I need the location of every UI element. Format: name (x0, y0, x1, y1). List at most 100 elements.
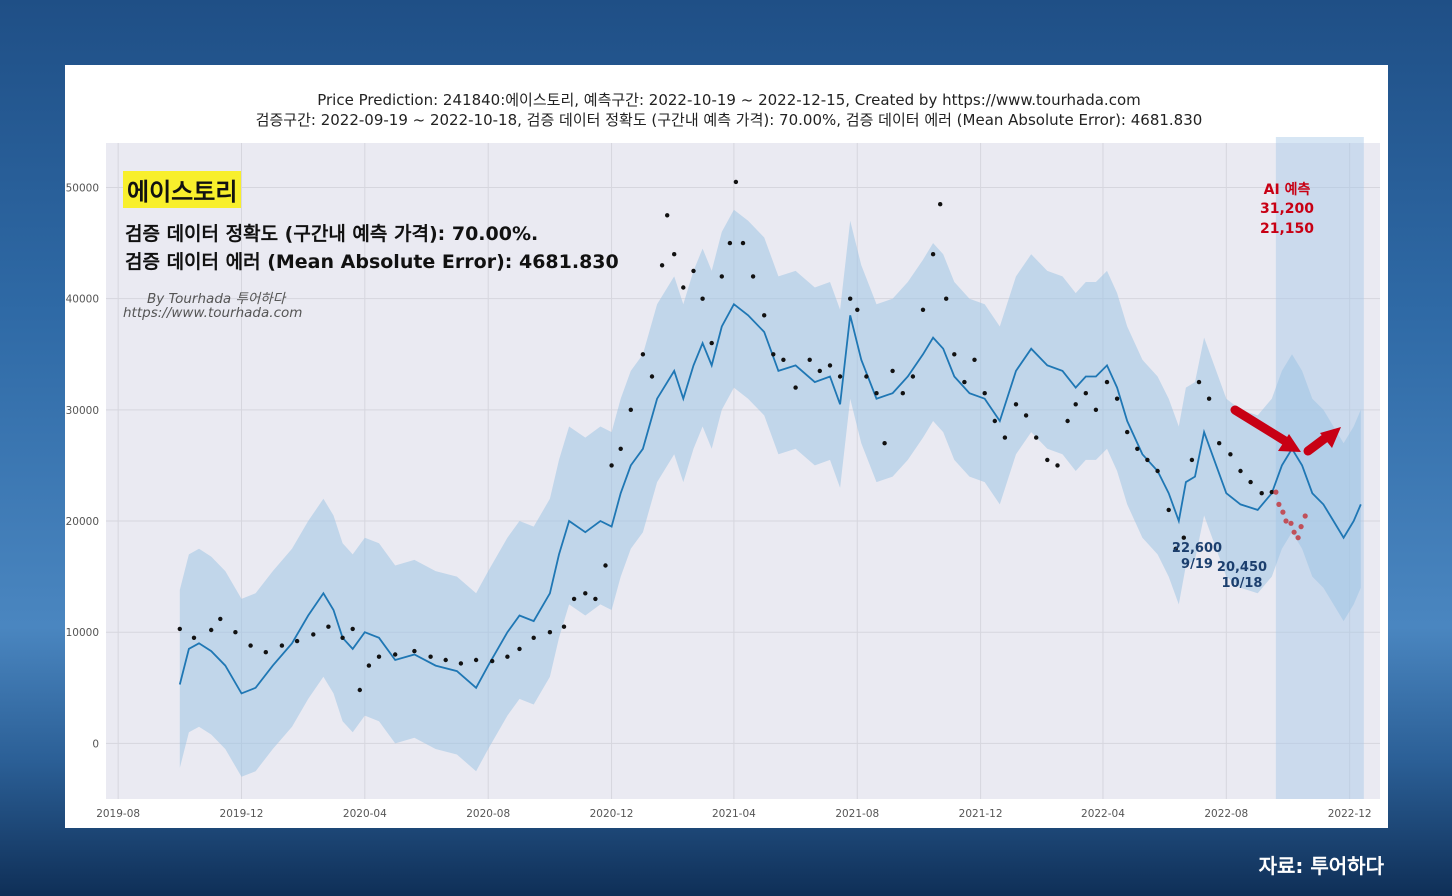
actual-price-point (1228, 452, 1233, 457)
accuracy-label: 검증 데이터 정확도 (구간내 예측 가격): 70.00%. (125, 223, 539, 245)
x-tick-label: 2019-08 (96, 808, 140, 820)
actual-price-point (972, 357, 977, 362)
actual-price-point (740, 240, 746, 246)
actual-price-point (750, 274, 756, 279)
actual-price-point (177, 626, 182, 632)
actual-price-point (900, 391, 905, 396)
validation-price-point (1276, 501, 1282, 507)
y-tick-label: 40000 (66, 294, 99, 306)
actual-price-point (1034, 435, 1039, 440)
actual-price-point (357, 687, 362, 693)
actual-price-point (593, 596, 598, 602)
actual-price-point (218, 616, 223, 622)
actual-price-point (1065, 418, 1070, 424)
actual-price-point (248, 643, 253, 648)
forecast-chart: Price Prediction: 241840:에이스토리, 예측구간: 20… (66, 91, 1380, 820)
validation-price-points (1273, 489, 1308, 541)
actual-price-point (982, 391, 987, 396)
ai-forecast-low: 21,150 (1259, 221, 1315, 237)
actual-price-point (930, 252, 936, 257)
chart-title-line-2: 검증구간: 2022-09-19 ~ 2022-10-18, 검증 데이터 정확… (256, 111, 1203, 129)
axis-tick-labels: 2019-08 2019-12 2020-04 2020-08 2020-12 2021-… (66, 182, 1372, 820)
actual-price-point (1073, 402, 1078, 407)
actual-price-point (1045, 457, 1050, 463)
actual-price-point (837, 374, 843, 379)
source-footer: 자료: 투어하다 (1258, 854, 1384, 878)
actual-price-point (191, 635, 197, 640)
actual-price-point (326, 624, 331, 629)
actual-price-point (547, 630, 553, 635)
actual-price-point (263, 650, 268, 655)
actual-price-point (659, 263, 665, 268)
actual-price-point (874, 391, 879, 396)
actual-price-point (719, 274, 724, 279)
arrow-down-icon (1230, 405, 1301, 452)
validation-price-point (1298, 524, 1304, 530)
stock-name-label: 에이스토리 (123, 171, 242, 208)
actual-price-point (1083, 391, 1088, 396)
actual-price-point (827, 363, 833, 368)
error-label: 검증 데이터 에러 (Mean Absolute Error): 4681.83… (125, 251, 619, 273)
actual-price-point (1125, 429, 1130, 435)
actual-price-point (793, 385, 798, 390)
actual-price-point (1173, 546, 1179, 551)
actual-price-point (1135, 446, 1140, 451)
validation-price-point (1283, 518, 1289, 524)
actual-price-point (505, 654, 510, 659)
actual-price-point (366, 663, 372, 668)
actual-price-point (561, 624, 567, 629)
actual-price-point (1189, 457, 1195, 463)
actual-price-point (640, 352, 646, 357)
actual-price-point (938, 202, 943, 207)
actual-price-point (771, 352, 776, 357)
actual-price-point (279, 643, 285, 648)
x-tick-label: 2021-04 (712, 808, 756, 820)
actual-price-point (618, 446, 623, 451)
actual-price-point (649, 374, 655, 379)
actual-price-point (1238, 468, 1243, 474)
validation-price-point (1288, 520, 1294, 526)
validation-price-point (1295, 535, 1301, 541)
actual-price-point (733, 179, 739, 185)
actual-price-point (1196, 379, 1202, 385)
actual-price-point (603, 563, 608, 568)
actual-price-point (233, 630, 238, 635)
validation-end-date: 10/18 (1221, 576, 1263, 591)
ai-forecast-label: AI 예측 (1263, 182, 1311, 198)
x-tick-label: 2022-12 (1328, 808, 1372, 820)
actual-price-point (890, 368, 895, 374)
validation-price-point (1291, 529, 1297, 535)
actual-price-point (691, 268, 696, 274)
actual-price-point (531, 635, 536, 640)
actual-price-point (1248, 479, 1253, 485)
actual-price-point (944, 296, 949, 301)
y-tick-label: 10000 (66, 627, 99, 639)
actual-price-points (177, 179, 1275, 693)
y-tick-label: 50000 (66, 182, 99, 194)
actual-price-point (807, 357, 812, 362)
actual-price-point (1206, 396, 1212, 401)
forecast-line (178, 302, 1362, 695)
y-tick-label: 20000 (66, 516, 99, 528)
actual-price-point (412, 648, 417, 654)
actual-price-point (665, 213, 670, 218)
arrow-up-icon (1303, 427, 1341, 456)
x-tick-label: 2019-12 (220, 808, 264, 820)
actual-price-point (910, 374, 916, 379)
actual-price-point (609, 463, 614, 468)
actual-price-point (1093, 407, 1099, 412)
actual-price-point (1114, 396, 1120, 401)
y-tick-label: 0 (92, 738, 99, 750)
validation-price-point (1273, 489, 1279, 495)
chart-panel: Price Prediction: 241840:에이스토리, 예측구간: 20… (65, 65, 1388, 828)
actual-price-point (428, 654, 433, 659)
actual-price-point (864, 374, 869, 379)
actual-price-point (1145, 457, 1150, 463)
actual-price-point (340, 635, 345, 640)
byline-label: By Tourhada 투어하다 (147, 291, 286, 307)
actual-price-point (393, 652, 398, 657)
actual-price-point (473, 657, 479, 663)
x-tick-label: 2020-08 (466, 808, 510, 820)
actual-price-point (1259, 491, 1264, 496)
actual-price-point (727, 240, 733, 246)
